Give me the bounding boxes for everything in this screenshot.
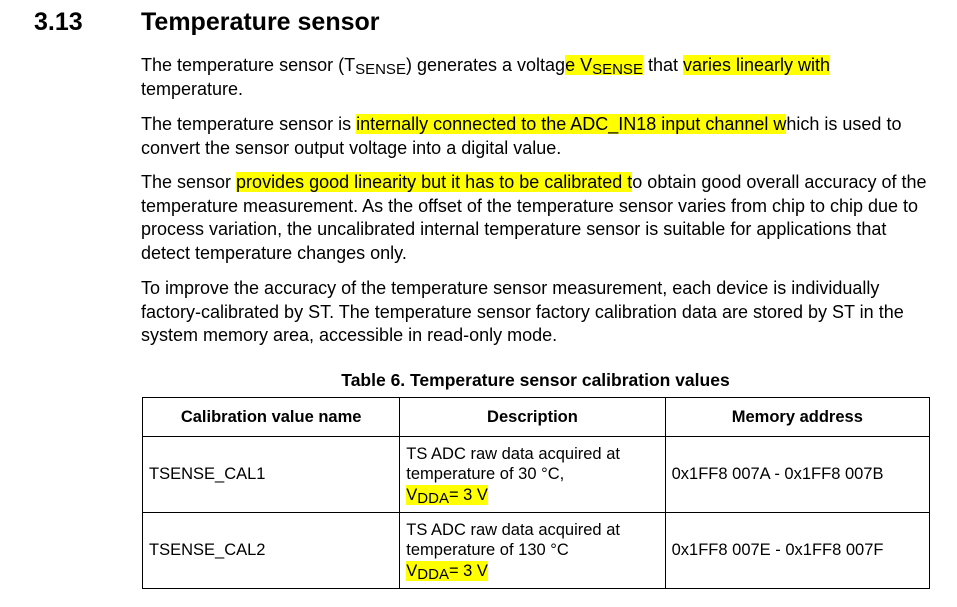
vdda-value: = 3 V [448,561,488,580]
cell-address: 0x1FF8 007E - 0x1FF8 007F [664,512,931,589]
p2-highlight: internally connected to the ADC_IN18 inp… [356,114,787,134]
cell-address: 0x1FF8 007A - 0x1FF8 007B [664,436,931,513]
section-number: 3.13 [34,8,83,36]
cell-name: TSENSE_CAL2 [141,512,401,589]
paragraph-1: The temperature sensor (TSENSE) generate… [141,54,931,101]
calibration-table: Calibration value name Description Memor… [141,397,931,589]
p1-highlight-vsense: e VSENSE [565,55,643,78]
desc-line-1: TS ADC raw data acquired at [406,520,620,539]
cell-description: TS ADC raw data acquired at temperature o… [399,436,666,513]
p1-text-d: that [642,55,683,75]
cell-description: TS ADC raw data acquired at temperature o… [399,512,666,589]
vdda-subscript: DDA [417,489,449,507]
paragraph-2: The temperature sensor is internally con… [141,113,931,160]
section-title: Temperature sensor [141,8,380,36]
cell-name: TSENSE_CAL1 [141,436,401,513]
header-description: Description [399,397,666,437]
table-caption: Table 6. Temperature sensor calibration … [341,370,730,390]
p1-vsense-text: e V [565,55,593,75]
p1-highlight-linear: varies linearly with [682,55,831,75]
vdda-value: = 3 V [448,485,488,504]
table-row: TSENSE_CAL2 TS ADC raw data acquired at t… [141,512,931,589]
vdda-symbol: V [406,485,418,504]
vdda-symbol: V [406,561,418,580]
table-header-row: Calibration value name Description Memor… [141,397,931,437]
desc-line-2: temperature of 30 °C, [406,465,565,484]
header-calibration-name: Calibration value name [141,397,401,437]
vdda-highlight: VDDA= 3 V [406,560,488,583]
p2-text-c: hich is used to convert the sensor outpu… [141,114,902,158]
desc-line-1: TS ADC raw data acquired at [406,444,620,463]
p1-text-f: temperature. [141,78,244,99]
p3-highlight: provides good linearity but it has to be… [236,172,633,192]
p2-text-a: The temperature sensor is [141,114,357,134]
p1-tsense-sub: SENSE [355,61,406,78]
paragraph-3: The sensor provides good linearity but i… [141,171,931,265]
table-row: TSENSE_CAL1 TS ADC raw data acquired at t… [141,436,931,513]
p3-text-c: o obtain good overall accuracy of the te… [141,172,927,263]
vdda-highlight: VDDA= 3 V [406,484,488,507]
p1-text-a: The temperature sensor (T [141,55,356,75]
paragraph-4: To improve the accuracy of the temperatu… [141,278,904,345]
header-memory-address: Memory address [664,397,931,437]
p1-vsense-sub: SENSE [592,61,643,78]
vdda-subscript: DDA [417,565,449,583]
p1-text-b: ) generates a voltag [405,55,566,75]
p3-text-a: The sensor [141,172,237,192]
desc-line-2: temperature of 130 °C [406,541,569,560]
